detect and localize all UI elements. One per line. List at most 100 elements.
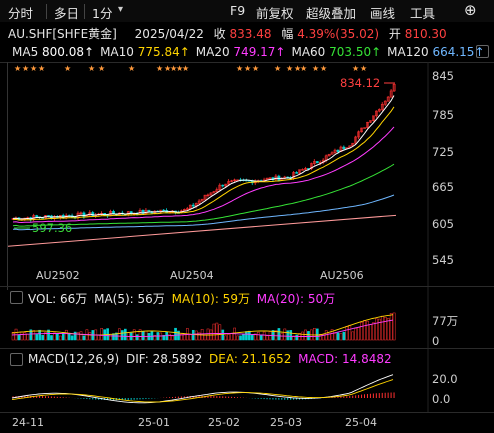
candle-body bbox=[327, 153, 331, 157]
volume-bar bbox=[180, 333, 183, 341]
close-value: 833.48 bbox=[229, 27, 272, 41]
volume-ma10: MA(10): 59万 bbox=[171, 292, 250, 306]
volume-bar bbox=[141, 331, 145, 341]
divider bbox=[0, 412, 494, 413]
volume-bar bbox=[188, 333, 192, 341]
volume-bar bbox=[203, 334, 207, 341]
ma20-line bbox=[12, 126, 395, 224]
ma60-line bbox=[12, 163, 395, 227]
candle-body bbox=[301, 169, 304, 171]
volume-bar bbox=[135, 334, 139, 341]
event-star-icon: ★ bbox=[88, 64, 95, 73]
candle-body bbox=[203, 194, 207, 200]
macd-dif-line bbox=[11, 374, 394, 404]
candle-body bbox=[363, 127, 366, 129]
super-overlay-button[interactable]: 超级叠加 bbox=[306, 6, 357, 21]
volume-bar bbox=[171, 335, 174, 341]
change-value: 4.39%(35.02) bbox=[297, 27, 380, 41]
volume-bar bbox=[144, 331, 148, 341]
volume-bar bbox=[41, 334, 44, 341]
event-star-icon: ★ bbox=[236, 64, 243, 73]
volume-bar bbox=[162, 335, 166, 341]
candle-body bbox=[212, 191, 216, 194]
volume-bar bbox=[76, 332, 80, 341]
volume-bar bbox=[29, 329, 33, 341]
event-star-icon: ★ bbox=[156, 64, 163, 73]
candle-body bbox=[230, 180, 234, 182]
volume-bar bbox=[321, 334, 325, 341]
volume-bar bbox=[318, 333, 322, 341]
adjust-forward-button[interactable]: 前复权 bbox=[256, 6, 294, 21]
volume-bar bbox=[174, 327, 177, 341]
more-icon[interactable]: ⊕ bbox=[464, 1, 477, 19]
f9-button[interactable]: F9 bbox=[230, 3, 246, 18]
volume-bar bbox=[253, 333, 257, 341]
macd-settings-icon[interactable] bbox=[10, 353, 23, 366]
macd-dif: DIF: 28.5892 bbox=[125, 352, 203, 366]
volume-bar bbox=[138, 329, 142, 341]
ma-value-ma5: 800.08↑ bbox=[42, 45, 95, 59]
date-tick: 24-11 bbox=[12, 416, 44, 429]
volume-bar bbox=[280, 333, 284, 341]
ma-value-ma120: 664.15↑ bbox=[432, 45, 485, 59]
volume-settings-icon[interactable] bbox=[10, 291, 23, 304]
macd-axis-top: 20.0 bbox=[432, 372, 458, 386]
event-star-icon: ★ bbox=[352, 64, 359, 73]
candle-body bbox=[351, 142, 355, 147]
price-tick: 605 bbox=[432, 217, 454, 231]
open-label: 开 bbox=[388, 27, 401, 41]
tab-multi-day[interactable]: 多日 bbox=[54, 6, 80, 21]
volume-bar bbox=[38, 329, 41, 341]
volume-bar bbox=[313, 328, 316, 341]
candle-body bbox=[82, 212, 86, 218]
volume-bar bbox=[191, 329, 195, 341]
volume-bar bbox=[348, 324, 352, 341]
candle-body bbox=[372, 115, 375, 121]
volume-bar bbox=[274, 330, 278, 341]
event-star-icon: ★ bbox=[14, 64, 21, 73]
volume-bar bbox=[307, 331, 310, 341]
volume-bar bbox=[79, 331, 83, 341]
divider bbox=[46, 4, 47, 19]
volume-bar bbox=[11, 332, 15, 341]
left-side-panel[interactable] bbox=[0, 62, 8, 290]
candle-body bbox=[162, 209, 166, 212]
date-tick: 25-01 bbox=[138, 416, 170, 429]
tab-intraday[interactable]: 分时 bbox=[8, 6, 34, 21]
volume-bar bbox=[363, 320, 366, 341]
price-tick: 725 bbox=[432, 145, 454, 159]
tools-button[interactable]: 工具 bbox=[410, 6, 436, 21]
volume-bar bbox=[345, 326, 349, 341]
draw-line-button[interactable]: 画线 bbox=[370, 6, 396, 21]
volume-bar bbox=[277, 328, 281, 341]
volume-bar bbox=[64, 329, 68, 341]
volume-bar bbox=[218, 324, 222, 341]
volume-bar bbox=[239, 335, 242, 341]
event-star-icon: ★ bbox=[312, 64, 319, 73]
volume-bar bbox=[236, 335, 239, 341]
volume-bar bbox=[17, 334, 21, 341]
candle-body bbox=[206, 194, 210, 197]
macd-title: MACD(12,26,9) bbox=[28, 352, 120, 366]
candle-body bbox=[342, 146, 346, 149]
ma5-line bbox=[12, 95, 395, 220]
candle-body bbox=[377, 109, 381, 112]
candle-body bbox=[336, 149, 340, 152]
divider bbox=[84, 4, 85, 19]
event-star-icon: ★ bbox=[170, 64, 177, 73]
ma120-line bbox=[12, 194, 395, 231]
volume-bar bbox=[286, 330, 290, 341]
ma-settings-icon[interactable] bbox=[476, 45, 489, 58]
candle-body bbox=[298, 169, 301, 174]
volume-bar bbox=[372, 322, 375, 341]
volume-bar bbox=[245, 331, 248, 341]
chevron-down-icon[interactable]: ▾ bbox=[118, 4, 124, 15]
volume-bar bbox=[342, 331, 346, 341]
event-star-icon: ★ bbox=[274, 64, 281, 73]
period-selector[interactable]: 1分 bbox=[92, 6, 113, 21]
candle-body bbox=[295, 172, 299, 174]
candle-body bbox=[233, 179, 236, 182]
volume-ma10-line bbox=[11, 314, 394, 336]
candle-body bbox=[315, 161, 319, 164]
volume-bar bbox=[121, 330, 124, 341]
